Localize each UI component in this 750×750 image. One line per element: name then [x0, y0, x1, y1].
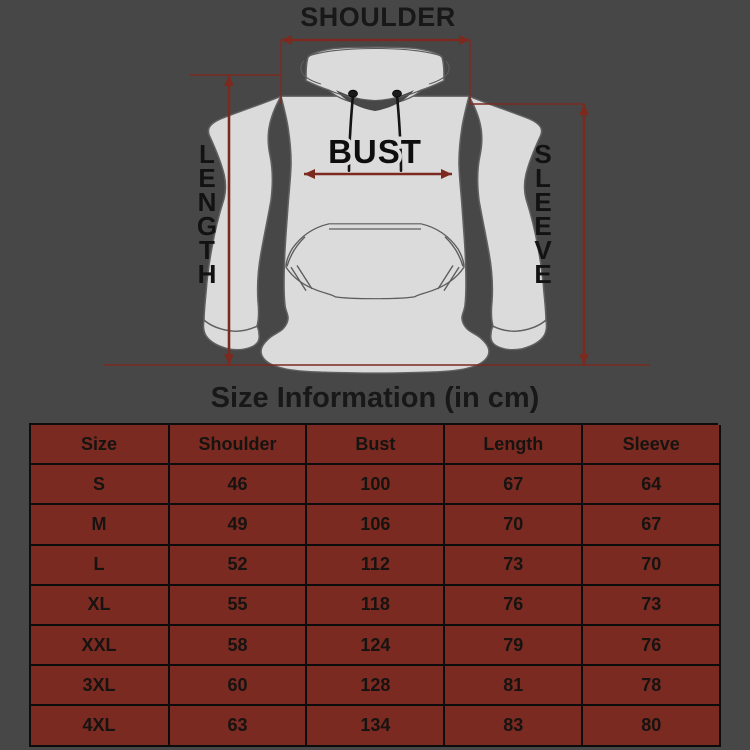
- svg-text:BUST: BUST: [328, 133, 422, 170]
- svg-text:H: H: [198, 259, 217, 289]
- svg-text:Size Information (in cm): Size Information (in cm): [211, 382, 540, 414]
- svg-text:SHOULDER: SHOULDER: [300, 2, 456, 32]
- svg-text:E: E: [534, 259, 551, 289]
